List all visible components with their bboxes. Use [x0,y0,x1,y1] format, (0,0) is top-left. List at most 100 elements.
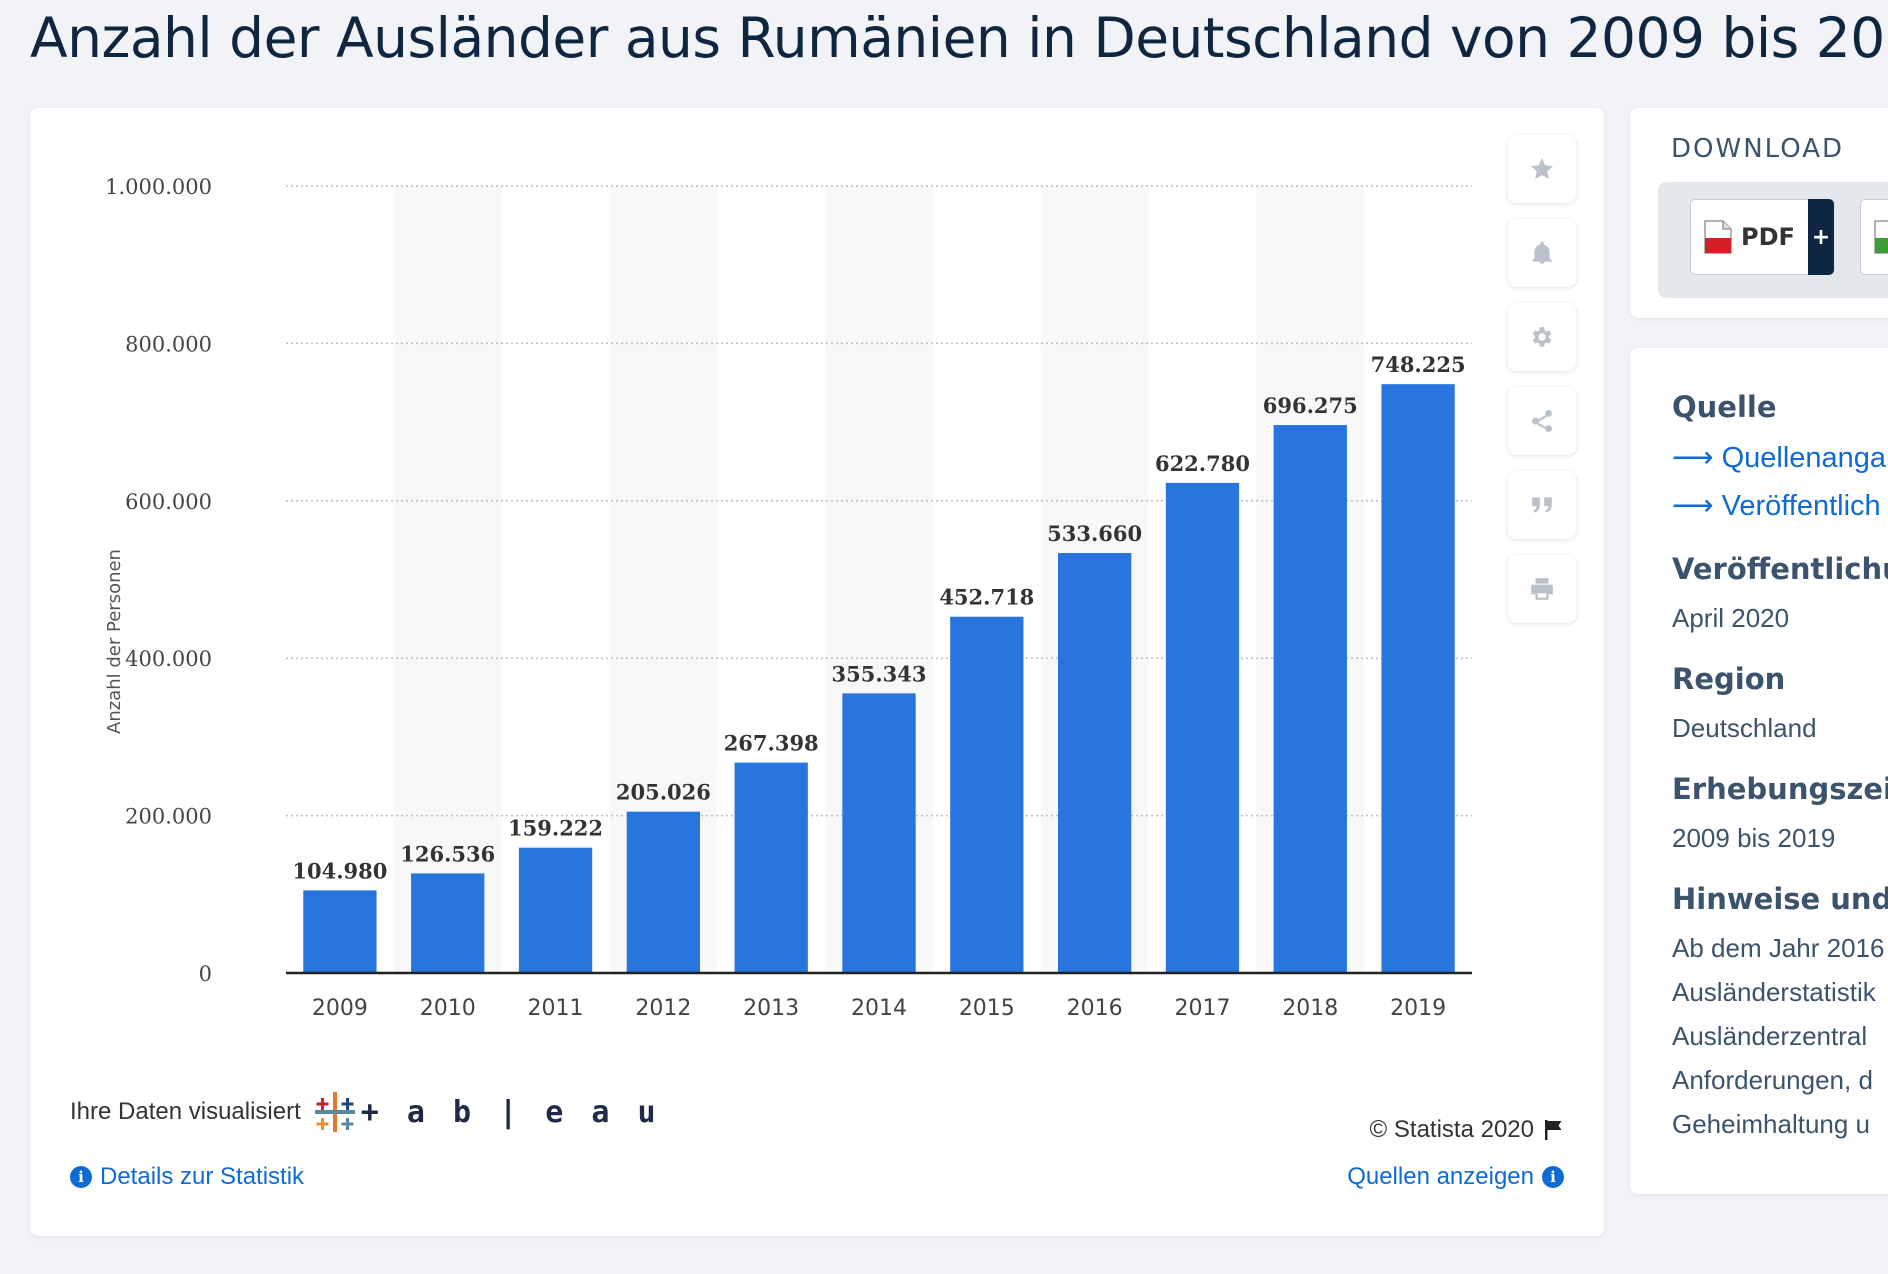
bell-icon [1532,241,1552,264]
source-link-details-label: Quellenanga [1721,442,1887,474]
y-tick-label: 0 [199,962,212,986]
source-section: Quelle ⟶ Quellenanga ⟶ Veröffentlich [1672,390,1888,530]
period-value: 2009 bis 2019 [1672,823,1836,853]
x-tick-label: 2019 [1390,996,1446,1021]
data-label: 533.660 [1047,521,1142,546]
share-button[interactable] [1508,387,1576,455]
region-section: Region Deutschland [1672,662,1888,750]
xls-file-icon [1874,220,1888,254]
y-axis-title: Anzahl der Personen [104,549,125,734]
x-tick-label: 2015 [959,996,1015,1021]
publication-section: Veröffentlichu April 2020 [1672,552,1888,640]
tableau-logo: + a b | e a u [313,1090,661,1134]
data-label: 748.225 [1371,352,1466,377]
data-label: 622.780 [1155,451,1250,476]
tableau-cross-icon [314,1092,355,1132]
notes-line: Geheimhaltung u [1672,1109,1871,1139]
x-tick-label: 2010 [420,996,476,1021]
publication-value: April 2020 [1672,603,1790,633]
share-icon [1532,409,1552,433]
region-value: Deutschland [1672,713,1817,743]
data-label: 126.536 [400,841,495,866]
bar [303,890,377,973]
favorite-button[interactable] [1508,135,1576,203]
pdf-file-icon [1704,220,1732,254]
x-tick-label: 2018 [1282,996,1338,1021]
data-label: 159.222 [508,816,603,841]
y-tick-label: 400.000 [125,647,212,671]
gear-icon [1532,327,1552,347]
period-heading: Erhebungszeitr [1672,772,1888,806]
notes-line: Ab dem Jahr 2016 [1672,933,1885,963]
x-tick-label: 2011 [528,996,584,1021]
notes-line: Anforderungen, d [1672,1065,1873,1095]
info-card: Quelle ⟶ Quellenanga ⟶ Veröffentlich Veröf… [1630,348,1888,1194]
data-label: 452.718 [939,585,1034,610]
x-tick-label: 2014 [851,996,907,1021]
page-title: Anzahl der Ausländer aus Rumänien in Deu… [30,6,1888,70]
x-tick-label: 2017 [1174,996,1230,1021]
x-tick-label: 2016 [1067,996,1123,1021]
print-icon [1531,578,1553,600]
chart-card: 0 200.000 400.000 600.000 800.000 1.000.000 10… [30,108,1604,1236]
sources-link[interactable]: Quellen anzeigen i [1347,1163,1564,1191]
notes-section: Hinweise und A Ab dem Jahr 2016 Auslände… [1672,882,1888,1146]
bar [1057,553,1132,973]
download-pdf-button[interactable]: PDF + [1690,199,1834,275]
bar [1165,482,1240,973]
notes-line: Ausländerzentral [1672,1021,1868,1051]
notification-button[interactable] [1508,219,1576,287]
tableau-badge[interactable]: Ihre Daten visualisiert + a b | e a u [70,1090,661,1134]
sources-link-label: Quellen anzeigen [1347,1163,1534,1190]
bar [1273,425,1347,973]
details-link[interactable]: i Details zur Statistik [70,1163,304,1191]
source-link-publication[interactable]: ⟶ Veröffentlich [1672,482,1888,530]
star-icon [1530,158,1554,179]
arrow-right-icon: ⟶ [1672,442,1714,474]
source-link-details[interactable]: ⟶ Quellenanga [1672,434,1888,482]
copyright-notice: © Statista 2020 [1370,1116,1564,1144]
cite-button[interactable] [1508,471,1576,539]
column-band [393,186,502,973]
pdf-plus-icon: + [1808,199,1834,275]
data-label: 104.980 [292,858,387,883]
print-button[interactable] [1508,555,1576,623]
bar [1381,384,1455,973]
data-label: 355.343 [832,661,927,686]
x-tick-label: 2013 [743,996,799,1021]
bar [518,847,593,973]
region-heading: Region [1672,662,1786,696]
details-link-label: Details zur Statistik [100,1163,305,1190]
info-icon: i [1542,1166,1564,1188]
y-tick-label: 800.000 [125,332,212,356]
data-label: 205.026 [616,780,711,805]
source-heading: Quelle [1672,390,1777,424]
chart-toolbar [1508,135,1576,639]
x-tick-label: 2012 [635,996,691,1021]
source-link-publication-label: Veröffentlich [1721,490,1881,522]
flag-icon[interactable] [1544,1119,1564,1141]
period-section: Erhebungszeitr 2009 bis 2019 [1672,772,1888,860]
download-xls-button[interactable] [1860,199,1888,275]
tableau-wordmark: + a b | e a u [360,1094,661,1130]
bar [950,616,1024,973]
bar [734,762,808,973]
download-tray: PDF + [1658,182,1888,298]
settings-button[interactable] [1508,303,1576,371]
arrow-right-icon: ⟶ [1672,490,1714,522]
pdf-label: PDF [1741,223,1795,251]
notes-heading: Hinweise und A [1672,882,1888,916]
y-tick-label: 200.000 [125,805,212,829]
tableau-label: Ihre Daten visualisiert [70,1098,301,1125]
copyright-text: © Statista 2020 [1369,1116,1534,1143]
quote-icon [1532,497,1552,513]
download-title: DOWNLOAD [1671,134,1845,164]
bar [411,873,485,973]
info-icon: i [70,1166,92,1188]
publication-heading: Veröffentlichu [1672,552,1888,586]
bar [842,693,916,973]
notes-line: Ausländerstatistik [1672,977,1876,1007]
y-tick-label: 1.000.000 [105,175,212,199]
x-tick-label: 2009 [312,996,368,1021]
y-tick-label: 600.000 [125,490,212,514]
